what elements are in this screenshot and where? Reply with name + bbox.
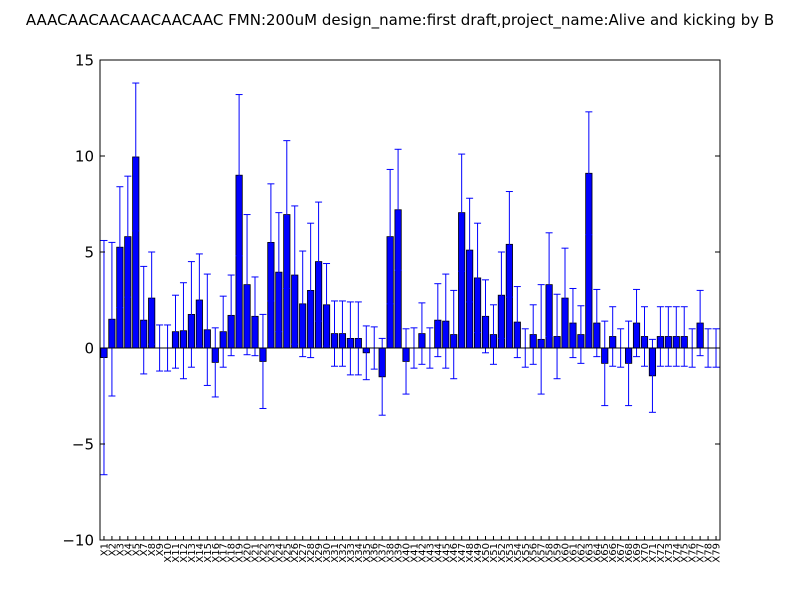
x-tick-label-X45: X45 xyxy=(441,543,452,563)
x-tick-label-X58: X58 xyxy=(545,543,556,563)
x-tick-label-X29: X29 xyxy=(314,543,325,563)
x-tick-label-X79: X79 xyxy=(712,543,723,563)
x-tick-label-X50: X50 xyxy=(481,543,492,563)
x-tick-label-X64: X64 xyxy=(592,543,603,563)
x-tick-label-X62: X62 xyxy=(576,543,587,563)
x-tick-label-X60: X60 xyxy=(561,543,572,563)
x-tick-label-X56: X56 xyxy=(529,543,540,563)
x-tick-label-X41: X41 xyxy=(409,543,420,563)
x-tick-label-X37: X37 xyxy=(378,543,389,563)
plot-frame xyxy=(99,59,721,541)
x-tick-label-X28: X28 xyxy=(306,543,317,563)
x-tick-label-X55: X55 xyxy=(521,543,532,563)
x-tick-label-X13: X13 xyxy=(187,543,198,563)
x-tick-label-X35: X35 xyxy=(362,543,373,563)
x-tick-label-X46: X46 xyxy=(449,543,460,563)
x-tick-label-X15: X15 xyxy=(203,543,214,563)
x-tick-label-X72: X72 xyxy=(656,543,667,563)
x-tick-label-X71: X71 xyxy=(648,543,659,563)
x-tick-label-X19: X19 xyxy=(235,543,246,563)
x-tick-label-X49: X49 xyxy=(473,543,484,563)
x-tick-label-X20: X20 xyxy=(243,543,254,563)
x-tick-label-X53: X53 xyxy=(505,543,516,563)
x-tick-label-X18: X18 xyxy=(227,543,238,563)
x-tick-label-X75: X75 xyxy=(680,543,691,563)
x-tick-label-X25: X25 xyxy=(282,543,293,563)
x-tick-label-X48: X48 xyxy=(465,543,476,563)
y-axis: −10 −5 0 5 10 15 xyxy=(62,52,720,550)
x-tick-label-X31: X31 xyxy=(330,543,341,563)
x-tick-label-X59: X59 xyxy=(553,543,564,563)
x-tick-label-X40: X40 xyxy=(402,543,413,563)
error-bars xyxy=(100,82,720,476)
x-tick-label-X57: X57 xyxy=(537,543,548,563)
x-tick-label-X24: X24 xyxy=(274,543,285,563)
chart-marks xyxy=(100,156,720,378)
x-tick-label-X30: X30 xyxy=(322,543,333,563)
x-tick-label-X63: X63 xyxy=(584,543,595,563)
x-tick-label-X67: X67 xyxy=(616,543,627,563)
x-tick-label-X70: X70 xyxy=(640,543,651,563)
x-tick-label-X5: X5 xyxy=(131,543,142,556)
x-tick-label-X51: X51 xyxy=(489,543,500,563)
x-tick-label-X47: X47 xyxy=(457,543,468,563)
x-tick-label-X44: X44 xyxy=(433,543,444,563)
x-tick-label-X27: X27 xyxy=(298,543,309,563)
x-tick-label-X65: X65 xyxy=(600,543,611,563)
y-tick-label-15: 15 xyxy=(75,52,94,70)
x-tick-label-X12: X12 xyxy=(179,543,190,563)
x-tick-label-X14: X14 xyxy=(195,543,206,563)
x-tick-label-X77: X77 xyxy=(696,543,707,563)
y-tick-label-0: 0 xyxy=(84,340,94,358)
x-tick-label-X23: X23 xyxy=(266,543,277,563)
x-tick-label-X17: X17 xyxy=(219,543,230,563)
x-tick-label-X22: X22 xyxy=(258,543,269,563)
x-tick-label-X68: X68 xyxy=(624,543,635,563)
x-tick-label-X32: X32 xyxy=(338,543,349,563)
x-tick-label-X43: X43 xyxy=(425,543,436,563)
x-tick-label-X76: X76 xyxy=(688,543,699,563)
x-tick-label-X38: X38 xyxy=(386,543,397,563)
x-tick-label-X39: X39 xyxy=(394,543,405,563)
x-tick-label-X73: X73 xyxy=(664,543,675,563)
y-tick-label-10: 10 xyxy=(75,148,94,166)
x-tick-label-X34: X34 xyxy=(354,543,365,563)
x-tick-label-X8: X8 xyxy=(147,543,158,556)
x-tick-label-X36: X36 xyxy=(370,543,381,563)
x-tick-label-X11: X11 xyxy=(171,543,182,563)
x-tick-label-X54: X54 xyxy=(513,543,524,563)
x-tick-label-X2: X2 xyxy=(107,543,118,556)
x-tick-label-X52: X52 xyxy=(497,543,508,563)
x-tick-label-X74: X74 xyxy=(672,543,683,563)
x-tick-label-X1: X1 xyxy=(99,543,110,556)
x-tick-label-X78: X78 xyxy=(704,543,715,563)
x-tick-label-X3: X3 xyxy=(115,543,126,556)
x-tick-label-X9: X9 xyxy=(155,543,166,556)
x-tick-label-X4: X4 xyxy=(123,543,134,556)
x-tick-label-X33: X33 xyxy=(346,543,357,563)
x-tick-label-X10: X10 xyxy=(163,543,174,563)
x-tick-label-X61: X61 xyxy=(568,543,579,563)
x-tick-label-X66: X66 xyxy=(608,543,619,563)
x-tick-label-X26: X26 xyxy=(290,543,301,563)
y-tick-label--10: −10 xyxy=(62,532,94,550)
x-tick-label-X16: X16 xyxy=(211,543,222,563)
x-tick-label-X42: X42 xyxy=(417,543,428,563)
x-tick-label-X69: X69 xyxy=(632,543,643,563)
x-tick-label-X7: X7 xyxy=(139,543,150,556)
y-tick-label-5: 5 xyxy=(84,244,94,262)
y-tick-label--5: −5 xyxy=(72,436,94,454)
x-tick-label-X21: X21 xyxy=(251,543,262,563)
x-axis: X1X2X3X4X5X7X8X9X10X11X12X13X14X15X16X17… xyxy=(99,536,723,563)
chart-title: AAACAACAACAACAACAAC FMN:200uM design_nam… xyxy=(26,11,774,30)
